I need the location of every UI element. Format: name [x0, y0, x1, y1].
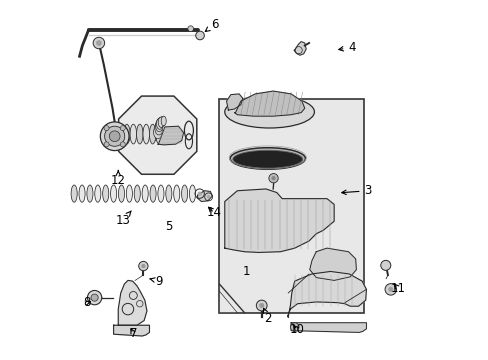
- Ellipse shape: [102, 185, 108, 202]
- Circle shape: [104, 126, 124, 146]
- Polygon shape: [226, 94, 242, 110]
- Ellipse shape: [126, 185, 132, 202]
- Text: 1: 1: [242, 265, 250, 278]
- Circle shape: [139, 261, 148, 271]
- Polygon shape: [158, 126, 183, 145]
- Circle shape: [104, 126, 109, 131]
- Text: 3: 3: [341, 184, 371, 197]
- Circle shape: [87, 291, 102, 305]
- Circle shape: [256, 300, 266, 311]
- Circle shape: [268, 174, 278, 183]
- Circle shape: [187, 26, 193, 32]
- Ellipse shape: [173, 185, 180, 202]
- Ellipse shape: [224, 96, 314, 128]
- Circle shape: [387, 287, 392, 292]
- Circle shape: [96, 40, 102, 46]
- Polygon shape: [224, 189, 333, 252]
- Polygon shape: [309, 248, 356, 280]
- Text: 8: 8: [83, 296, 91, 309]
- Ellipse shape: [134, 185, 140, 202]
- Ellipse shape: [153, 126, 162, 139]
- Ellipse shape: [158, 185, 163, 202]
- Ellipse shape: [149, 124, 156, 144]
- Ellipse shape: [158, 117, 163, 127]
- Circle shape: [384, 284, 396, 295]
- Ellipse shape: [154, 124, 163, 137]
- Text: 14: 14: [206, 207, 222, 220]
- Text: 4: 4: [338, 41, 355, 54]
- Ellipse shape: [161, 116, 166, 126]
- Ellipse shape: [118, 185, 124, 202]
- Ellipse shape: [156, 119, 163, 130]
- Polygon shape: [119, 96, 196, 174]
- Ellipse shape: [136, 124, 142, 144]
- Ellipse shape: [79, 185, 85, 202]
- Circle shape: [271, 176, 275, 180]
- Circle shape: [93, 37, 104, 49]
- Ellipse shape: [157, 118, 163, 128]
- Polygon shape: [290, 323, 366, 332]
- Circle shape: [109, 131, 120, 141]
- Circle shape: [141, 264, 145, 268]
- Ellipse shape: [150, 185, 156, 202]
- Circle shape: [120, 126, 125, 131]
- Circle shape: [259, 303, 264, 308]
- Circle shape: [120, 142, 125, 147]
- Ellipse shape: [142, 185, 148, 202]
- Circle shape: [290, 323, 298, 331]
- Ellipse shape: [232, 150, 302, 168]
- Ellipse shape: [155, 121, 163, 133]
- Text: 10: 10: [289, 323, 305, 336]
- Ellipse shape: [156, 124, 162, 144]
- Ellipse shape: [71, 185, 77, 202]
- Circle shape: [195, 31, 204, 40]
- Ellipse shape: [123, 124, 130, 144]
- Text: 7: 7: [129, 327, 137, 340]
- Polygon shape: [197, 191, 212, 202]
- Ellipse shape: [155, 120, 163, 132]
- Polygon shape: [118, 280, 147, 325]
- Text: 2: 2: [263, 308, 271, 325]
- Text: 5: 5: [164, 220, 172, 233]
- Circle shape: [206, 195, 210, 199]
- Text: 6: 6: [205, 18, 219, 31]
- Circle shape: [104, 142, 109, 147]
- Text: 11: 11: [390, 282, 405, 295]
- Bar: [219, 99, 363, 313]
- Polygon shape: [287, 271, 366, 317]
- Circle shape: [91, 294, 98, 301]
- Ellipse shape: [130, 124, 136, 144]
- Polygon shape: [293, 41, 305, 55]
- Ellipse shape: [142, 124, 149, 144]
- Ellipse shape: [110, 185, 117, 202]
- Ellipse shape: [95, 185, 101, 202]
- Polygon shape: [113, 325, 149, 336]
- Text: 12: 12: [111, 171, 125, 186]
- Polygon shape: [219, 291, 237, 313]
- Text: 9: 9: [149, 275, 163, 288]
- Ellipse shape: [152, 127, 161, 141]
- Circle shape: [197, 192, 202, 196]
- Ellipse shape: [155, 122, 163, 135]
- Ellipse shape: [156, 118, 163, 129]
- Ellipse shape: [159, 117, 164, 127]
- Ellipse shape: [189, 185, 195, 202]
- Ellipse shape: [87, 185, 93, 202]
- Circle shape: [380, 260, 390, 270]
- Text: 13: 13: [116, 211, 131, 227]
- Circle shape: [100, 122, 129, 150]
- Ellipse shape: [230, 148, 305, 169]
- Polygon shape: [234, 91, 304, 116]
- Ellipse shape: [181, 185, 187, 202]
- Ellipse shape: [165, 185, 171, 202]
